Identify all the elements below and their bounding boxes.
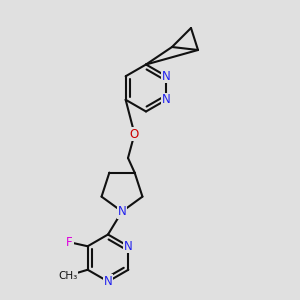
Text: O: O bbox=[130, 128, 139, 140]
Text: N: N bbox=[118, 205, 126, 218]
Text: N: N bbox=[103, 275, 112, 288]
Text: N: N bbox=[124, 240, 133, 253]
Text: F: F bbox=[66, 236, 73, 249]
Text: N: N bbox=[162, 70, 171, 83]
Text: N: N bbox=[162, 93, 171, 106]
Text: CH₃: CH₃ bbox=[58, 271, 77, 281]
